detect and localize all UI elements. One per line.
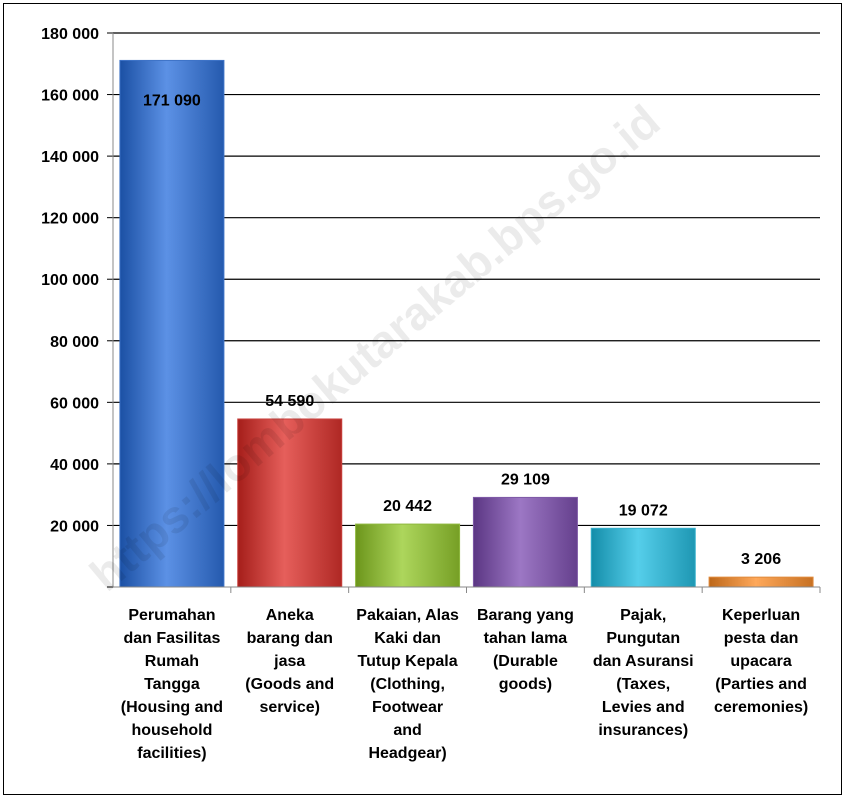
category-label-line: (Parties and <box>715 676 807 693</box>
category-label-line: Tutup Kepala <box>358 653 458 670</box>
x-axis-category-labels: Perumahan dan Fasilitas Rumah Tangga (Housin… <box>121 587 821 762</box>
y-tick-label: 140 000 <box>41 149 99 166</box>
category-label-line: Tangga <box>144 676 200 693</box>
category-label-line: (Housing and <box>121 699 223 716</box>
category-label-line: Levies and <box>602 699 685 716</box>
gridlines <box>107 32 820 588</box>
bar <box>355 523 461 588</box>
category-label-line: service) <box>260 699 321 716</box>
bar-value-label: 29 109 <box>501 471 550 488</box>
category-label-line: upacara <box>730 653 791 670</box>
bar-value-label: 54 590 <box>265 393 314 410</box>
category-label: Aneka barang dan jasa (Goods and service) <box>245 607 334 716</box>
category-label-line: household <box>131 722 212 739</box>
bar <box>119 59 225 588</box>
category-label-line: Headgear) <box>368 745 446 762</box>
y-tick-label: 60 000 <box>50 395 99 412</box>
category-label-line: insurances) <box>598 722 688 739</box>
category-label-line: (Durable <box>493 653 558 670</box>
bar <box>708 576 814 588</box>
category-label-line: Barang yang <box>477 607 574 624</box>
category-label-line: Rumah <box>145 653 199 670</box>
bar-value-label: 20 442 <box>383 498 432 515</box>
category-label-line: dan Asuransi <box>593 653 694 670</box>
y-tick-label: 180 000 <box>41 26 99 43</box>
category-label-line: (Clothing, <box>370 676 445 693</box>
y-axis-tick-labels: 20 000 40 000 60 000 80 000 100 000 120 000 14… <box>41 26 99 535</box>
y-tick-label: 40 000 <box>50 457 99 474</box>
category-label-line: (Goods and <box>245 676 334 693</box>
category-label-line: jasa <box>273 653 305 670</box>
category-label-line: barang dan <box>247 630 333 647</box>
category-label-line: (Taxes, <box>616 676 670 693</box>
category-label-line: dan Fasilitas <box>123 630 220 647</box>
category-label: Keperluan pesta dan upacara (Parties and cer… <box>714 607 808 716</box>
y-tick-label: 100 000 <box>41 272 99 289</box>
bar-value-label: 171 090 <box>143 92 201 109</box>
category-label-line: Keperluan <box>722 607 800 624</box>
category-label-line: tahan lama <box>484 630 568 647</box>
category-label: Pajak, Pungutan dan Asuransi (Taxes, Levies … <box>593 607 694 739</box>
category-label-line: Pungutan <box>606 630 680 647</box>
category-label-line: Aneka <box>266 607 314 624</box>
category-label-line: and <box>393 722 421 739</box>
bar-value-label: 3 206 <box>741 551 781 568</box>
y-tick-label: 20 000 <box>50 518 99 535</box>
y-tick-label: 160 000 <box>41 88 99 105</box>
bar-value-label: 19 072 <box>619 502 668 519</box>
category-label-line: Kaki dan <box>374 630 441 647</box>
bar <box>590 527 696 588</box>
category-label-line: Perumahan <box>128 607 215 624</box>
category-label-line: Footwear <box>372 699 443 716</box>
value-labels: 171 090 54 590 20 442 29 109 19 072 3 206 <box>143 92 781 568</box>
y-tick-label: 120 000 <box>41 211 99 228</box>
category-label-line: pesta dan <box>724 630 799 647</box>
category-label: Pakaian, Alas Kaki dan Tutup Kepala (Clothi… <box>356 607 459 762</box>
bars <box>119 59 814 588</box>
category-label-line: goods) <box>499 676 552 693</box>
category-label: Perumahan dan Fasilitas Rumah Tangga (Housin… <box>121 607 223 762</box>
category-label-line: ceremonies) <box>714 699 808 716</box>
bar <box>472 496 578 588</box>
bar <box>237 418 343 588</box>
category-label: Barang yang tahan lama (Durable goods) <box>477 607 574 693</box>
y-tick-label: 80 000 <box>50 334 99 351</box>
category-label-line: Pajak, <box>620 607 666 624</box>
category-label-line: facilities) <box>137 745 206 762</box>
category-label-line: Pakaian, Alas <box>356 607 459 624</box>
